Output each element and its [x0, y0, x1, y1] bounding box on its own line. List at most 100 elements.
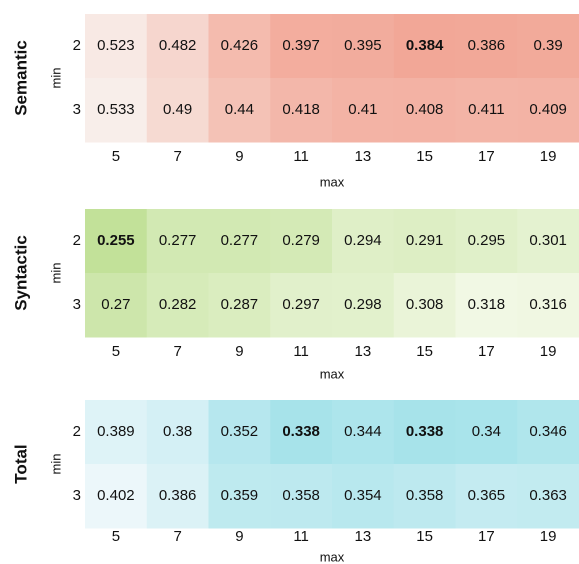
x-tick-label: 19 [540, 148, 557, 165]
cell-value: 0.255 [97, 232, 135, 249]
x-tick-label: 19 [540, 528, 557, 545]
heatmap-cell [270, 14, 333, 79]
heatmap-cell [208, 464, 271, 529]
x-axis-label: max [320, 366, 345, 381]
heatmap-cell [455, 78, 518, 143]
x-tick-label: 17 [478, 528, 495, 545]
y-tick-label: 3 [73, 101, 81, 118]
heatmap-cell [393, 14, 456, 79]
cell-value: 0.277 [221, 232, 259, 249]
cell-value: 0.386 [468, 37, 506, 54]
cell-value: 0.533 [97, 101, 135, 118]
x-tick-label: 7 [173, 528, 181, 545]
cell-value: 0.38 [163, 423, 192, 440]
x-tick-label: 17 [478, 148, 495, 165]
cell-value: 0.359 [221, 487, 259, 504]
x-axis-label: max [320, 549, 345, 564]
heatmap-cell [208, 78, 271, 143]
cell-value: 0.409 [529, 101, 567, 118]
heatmap-cell [146, 14, 209, 79]
cell-value: 0.418 [282, 101, 320, 118]
heatmap-cell [270, 464, 333, 529]
heatmap-cell [270, 78, 333, 143]
x-tick-label: 11 [293, 343, 309, 360]
heatmap-cell [517, 464, 579, 529]
cell-value: 0.279 [282, 232, 320, 249]
cell-value: 0.49 [163, 101, 192, 118]
cell-value: 0.344 [344, 423, 382, 440]
x-tick-label: 17 [478, 343, 495, 360]
x-tick-label: 13 [355, 528, 372, 545]
heatmap-cell [270, 400, 333, 465]
heatmap-cell [332, 209, 395, 274]
heatmap-cell [146, 273, 209, 338]
cell-value: 0.363 [529, 487, 567, 504]
heatmap-cell [85, 14, 148, 79]
cell-value: 0.358 [282, 487, 320, 504]
cell-value: 0.338 [282, 423, 320, 440]
cell-value: 0.408 [406, 101, 444, 118]
x-tick-label: 11 [293, 148, 309, 165]
cell-value: 0.358 [406, 487, 444, 504]
heatmap-cell [146, 464, 209, 529]
heatmap-cell [455, 400, 518, 465]
y-tick-label: 3 [73, 487, 81, 504]
y-tick-label: 3 [73, 296, 81, 313]
heatmap-cell [85, 464, 148, 529]
heatmap-cell [393, 464, 456, 529]
heatmap-cell [208, 14, 271, 79]
heatmap-cell [455, 273, 518, 338]
cell-value: 0.523 [97, 37, 135, 54]
cell-value: 0.44 [225, 101, 254, 118]
heatmap-cell [517, 209, 579, 274]
cell-value: 0.386 [159, 487, 197, 504]
x-axis-label: max [320, 174, 345, 189]
cell-value: 0.301 [529, 232, 567, 249]
cell-value: 0.338 [406, 423, 444, 440]
x-tick-label: 13 [355, 148, 372, 165]
y-axis-label: min [48, 68, 63, 89]
cell-value: 0.426 [221, 37, 259, 54]
panel-title: Syntactic [11, 235, 30, 311]
x-tick-label: 15 [416, 148, 433, 165]
heatmap-cell [85, 273, 148, 338]
cell-value: 0.397 [282, 37, 320, 54]
cell-value: 0.308 [406, 296, 444, 313]
y-axis-label: min [48, 454, 63, 475]
cell-value: 0.41 [348, 101, 377, 118]
panel-title: Total [11, 444, 30, 483]
heatmap-cell [85, 400, 148, 465]
x-tick-label: 9 [235, 148, 243, 165]
heatmap-cell [146, 78, 209, 143]
cell-value: 0.402 [97, 487, 135, 504]
cell-value: 0.277 [159, 232, 197, 249]
heatmap-cell [517, 273, 579, 338]
x-tick-label: 9 [235, 528, 243, 545]
cell-value: 0.295 [468, 232, 506, 249]
cell-value: 0.34 [472, 423, 501, 440]
heatmap-cell [517, 14, 579, 79]
x-tick-label: 11 [293, 528, 309, 545]
y-axis-label: min [48, 263, 63, 284]
heatmap-cell [270, 273, 333, 338]
cell-value: 0.352 [221, 423, 259, 440]
heatmap-cell [393, 78, 456, 143]
heatmap-cell [270, 209, 333, 274]
cell-value: 0.39 [534, 37, 563, 54]
x-tick-label: 7 [173, 148, 181, 165]
x-tick-label: 13 [355, 343, 372, 360]
cell-value: 0.346 [529, 423, 567, 440]
heatmap-cell [517, 78, 579, 143]
cell-value: 0.384 [406, 37, 444, 54]
cell-value: 0.287 [221, 296, 259, 313]
y-tick-label: 2 [73, 232, 81, 249]
x-tick-label: 19 [540, 343, 557, 360]
x-tick-label: 9 [235, 343, 243, 360]
cell-value: 0.298 [344, 296, 382, 313]
heatmap-cell [393, 400, 456, 465]
x-tick-label: 7 [173, 343, 181, 360]
heatmap-cell [208, 273, 271, 338]
heatmap-cell [517, 400, 579, 465]
cell-value: 0.27 [101, 296, 130, 313]
